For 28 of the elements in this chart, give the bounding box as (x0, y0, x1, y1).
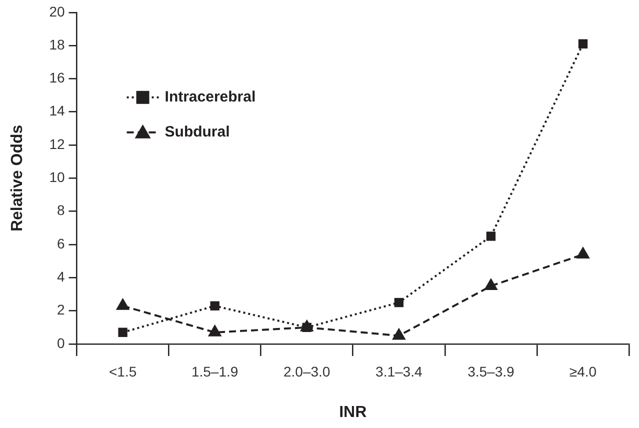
y-tick-label: 14 (49, 102, 65, 119)
point (208, 324, 222, 336)
legend-label: Subdural (164, 124, 230, 141)
y-tick-label: 6 (56, 235, 65, 252)
point (484, 278, 498, 290)
x-tick-label: <1.5 (108, 363, 137, 380)
y-tick-label: 12 (49, 136, 65, 152)
x-tick-label: 3.1–3.4 (376, 363, 422, 380)
point (392, 328, 406, 340)
point (576, 246, 590, 258)
x-tick-label: 3.5–3.9 (468, 363, 515, 380)
y-tick-label: 2 (56, 302, 65, 318)
point (486, 232, 496, 241)
x-axis-title: INR (339, 404, 368, 421)
x-tick-label: 1.5–1.9 (191, 363, 238, 380)
y-tick-label: 10 (49, 169, 65, 186)
y-tick-label: 20 (49, 3, 65, 20)
x-tick-label: 2.0–3.0 (284, 363, 330, 380)
x-tick-label: ≥4.0 (569, 363, 597, 380)
point (116, 298, 130, 310)
y-tick-label: 8 (56, 202, 65, 218)
y-tick-label: 18 (49, 36, 65, 52)
point (578, 39, 588, 48)
y-tick-label: 4 (56, 268, 65, 285)
legend-label: Intracerebral (164, 88, 256, 106)
y-tick-label: 0 (56, 334, 65, 351)
y-tick-label: 16 (49, 70, 65, 86)
y-axis-title: Relative Odds (9, 124, 26, 232)
